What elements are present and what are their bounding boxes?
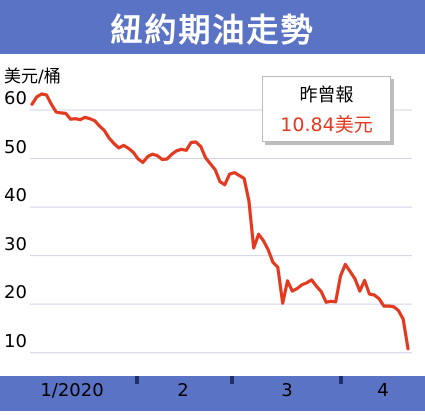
y-tick-label: 10 <box>4 330 27 352</box>
y-tick-label: 60 <box>4 87 27 109</box>
chart-plot <box>30 92 412 354</box>
gridlines <box>30 109 412 354</box>
title-band: 紐約期油走勢 <box>0 0 425 54</box>
callout-label: 昨曾報 <box>299 85 354 106</box>
y-tick-label: 50 <box>4 136 27 158</box>
latest-price-callout: 昨曾報 10.84美元 <box>262 76 391 142</box>
y-axis-label: 美元/桶 <box>4 67 61 87</box>
x-tick-mark <box>339 376 343 384</box>
y-tick-label: 40 <box>4 185 27 207</box>
chart-title: 紐約期油走勢 <box>110 11 315 49</box>
x-tick-label: 3 <box>281 380 293 401</box>
callout-value: 10.84 <box>280 114 335 136</box>
x-tick-mark <box>135 376 139 384</box>
x-tick-mark <box>230 376 234 384</box>
x-tick-label: 1/2020 <box>40 380 104 401</box>
x-tick-label: 2 <box>177 380 189 401</box>
y-tick-label: 30 <box>4 233 27 255</box>
series-layer <box>30 92 410 351</box>
series-line <box>30 92 410 351</box>
x-tick-label: 4 <box>377 380 389 401</box>
callout-value-line: 10.84美元 <box>263 110 390 137</box>
y-tick-label: 20 <box>4 282 27 304</box>
x-axis-band <box>0 376 425 411</box>
x-tick-marks <box>135 376 343 384</box>
callout-unit: 美元 <box>334 114 373 136</box>
